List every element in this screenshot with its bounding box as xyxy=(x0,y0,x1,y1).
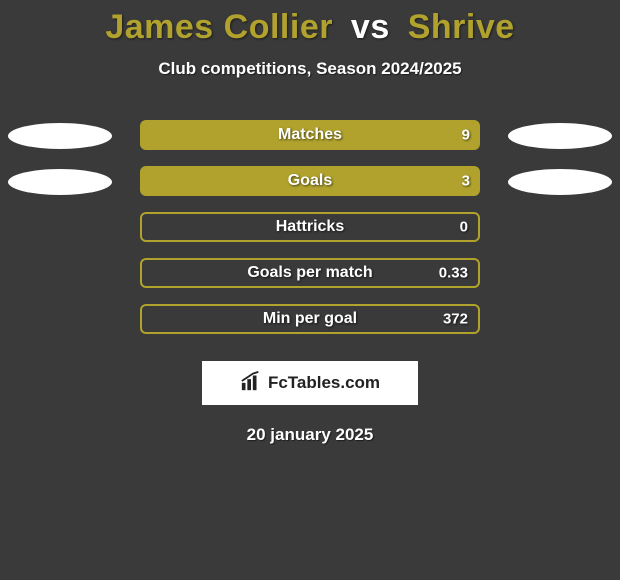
stat-bar: Min per goal 372 xyxy=(140,304,480,334)
stat-label: Hattricks xyxy=(276,218,344,236)
stat-row: Matches 9 xyxy=(0,117,620,163)
bars-icon xyxy=(240,370,262,397)
stat-value: 0 xyxy=(460,219,468,236)
stat-value: 3 xyxy=(462,173,470,190)
subtitle: Club competitions, Season 2024/2025 xyxy=(0,59,620,79)
left-oval xyxy=(8,169,112,195)
stat-label: Matches xyxy=(278,126,342,144)
right-oval xyxy=(508,123,612,149)
stat-bar: Hattricks 0 xyxy=(140,212,480,242)
vs-separator: vs xyxy=(351,8,390,46)
stat-row: Goals 3 xyxy=(0,163,620,209)
stat-value: 372 xyxy=(443,311,468,328)
page-title: James Collier vs Shrive xyxy=(0,0,620,47)
stat-label: Goals per match xyxy=(247,264,372,282)
stat-row: Min per goal 372 xyxy=(0,301,620,347)
stat-value: 9 xyxy=(462,127,470,144)
brand-text: FcTables.com xyxy=(268,373,380,393)
stat-value: 0.33 xyxy=(439,265,468,282)
left-oval xyxy=(8,123,112,149)
stat-label: Goals xyxy=(288,172,332,190)
stat-row: Hattricks 0 xyxy=(0,209,620,255)
stat-bar: Goals per match 0.33 xyxy=(140,258,480,288)
stat-bar: Matches 9 xyxy=(140,120,480,150)
player1-name: James Collier xyxy=(105,8,333,46)
right-oval xyxy=(508,169,612,195)
stat-bar: Goals 3 xyxy=(140,166,480,196)
player2-name: Shrive xyxy=(408,8,515,46)
brand-box[interactable]: FcTables.com xyxy=(202,361,418,405)
stat-label: Min per goal xyxy=(263,310,357,328)
stats-area: Matches 9 Goals 3 Hattricks 0 Goals per … xyxy=(0,117,620,347)
date-text: 20 january 2025 xyxy=(0,425,620,445)
stat-row: Goals per match 0.33 xyxy=(0,255,620,301)
